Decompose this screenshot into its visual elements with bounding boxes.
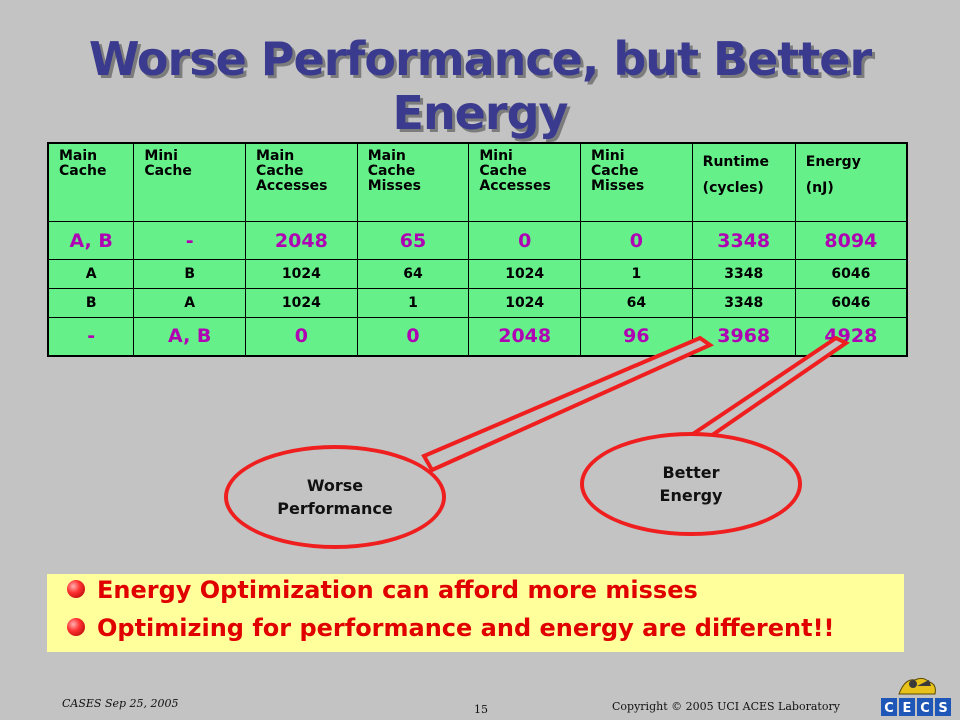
svg-text:E: E [903, 701, 912, 716]
table-row: A, B - 2048 65 0 0 3348 8094 [47, 221, 908, 260]
table-cell: 1024 [468, 288, 582, 318]
footer-event: CASES Sep 25, 2005 [62, 697, 179, 710]
table-cell: A, B [47, 221, 135, 260]
header-mini-cache-misses: Mini Cache Misses [580, 142, 693, 222]
callout-label: Worse [306, 476, 364, 495]
table-cell: 0 [245, 317, 358, 356]
table-cell: 65 [356, 221, 470, 260]
callout-label: Energy [659, 486, 723, 505]
cecs-logo: C E C S [877, 672, 955, 718]
table-cell: 64 [356, 259, 470, 289]
table-cell: 1 [580, 259, 693, 289]
table-cell: A [47, 259, 135, 289]
better-energy-callout: Better Energy [580, 432, 802, 536]
table-cell: 2048 [245, 221, 358, 260]
table-cell: 6046 [794, 259, 908, 289]
table-cell: 0 [356, 317, 470, 356]
header-main-cache-misses: Main Cache Misses [356, 142, 470, 222]
cache-results-table: Main Cache Mini Cache Main Cache Accesses Ma… [47, 142, 908, 357]
svg-text:C: C [920, 701, 930, 716]
page-number: 15 [474, 703, 488, 716]
table-cell: A, B [133, 317, 247, 356]
worse-performance-callout: Worse Performance [224, 445, 446, 549]
bullet-item: Optimizing for performance and energy ar… [67, 614, 834, 646]
callout-label: Better [662, 463, 720, 482]
table-cell: 0 [468, 221, 582, 260]
table-cell: 96 [580, 317, 693, 356]
table-row: B A 1024 1 1024 64 3348 6046 [47, 288, 908, 318]
header-energy: Energy (nJ) [794, 142, 908, 222]
callout-label: Performance [277, 499, 393, 518]
table-row: A B 1024 64 1024 1 3348 6046 [47, 259, 908, 289]
table-cell: 1 [356, 288, 470, 318]
header-main-cache: Main Cache [47, 142, 135, 222]
table-cell: A [133, 288, 247, 318]
table-cell: 3348 [691, 259, 796, 289]
bullet-box: Energy Optimization can afford more miss… [47, 574, 904, 652]
slide-title: Worse Performance, but Better Energy [88, 32, 872, 140]
header-main-cache-accesses: Main Cache Accesses [245, 142, 358, 222]
table-cell: 1024 [468, 259, 582, 289]
bullet-item: Energy Optimization can afford more miss… [67, 576, 698, 608]
table-cell: 2048 [468, 317, 582, 356]
table-cell: 6046 [794, 288, 908, 318]
bullet-dot-icon [67, 580, 85, 598]
table-cell: 3348 [691, 221, 796, 260]
svg-text:C: C [884, 701, 894, 716]
table-cell: 3968 [691, 317, 796, 356]
table-row: - A, B 0 0 2048 96 3968 4928 [47, 317, 908, 356]
table-cell: 64 [580, 288, 693, 318]
table-cell: 4928 [794, 317, 908, 356]
table-cell: B [47, 288, 135, 318]
table-cell: - [47, 317, 135, 356]
header-runtime: Runtime (cycles) [691, 142, 796, 222]
header-mini-cache-accesses: Mini Cache Accesses [468, 142, 582, 222]
table-cell: 1024 [245, 259, 358, 289]
header-mini-cache: Mini Cache [133, 142, 247, 222]
table-cell: 1024 [245, 288, 358, 318]
table-cell: B [133, 259, 247, 289]
bullet-dot-icon [67, 618, 85, 636]
footer-copyright: Copyright © 2005 UCI ACES Laboratory [612, 700, 840, 713]
table-cell: - [133, 221, 247, 260]
table-cell: 3348 [691, 288, 796, 318]
table-cell: 8094 [794, 221, 908, 260]
svg-text:S: S [938, 701, 947, 716]
table-cell: 0 [580, 221, 693, 260]
table-header-row: Main Cache Mini Cache Main Cache Accesses Ma… [47, 142, 908, 222]
